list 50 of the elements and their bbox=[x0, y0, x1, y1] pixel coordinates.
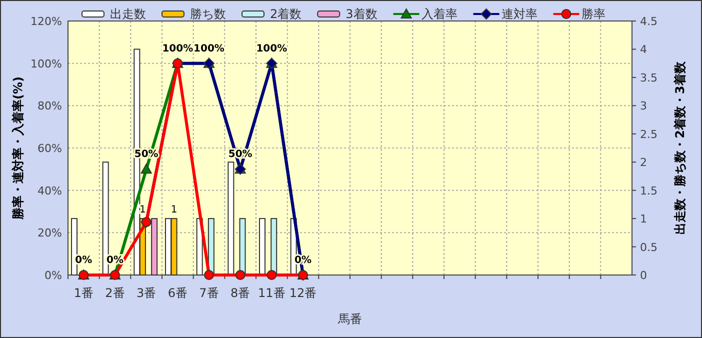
y2-tick-label: 2 bbox=[640, 156, 647, 170]
legend-label: 勝ち数 bbox=[190, 7, 226, 21]
y2-tick-label: 4 bbox=[640, 43, 647, 56]
data-label: 100% bbox=[194, 43, 224, 54]
x-tick-label: 2番 bbox=[105, 286, 125, 300]
x-tick-label: 6番 bbox=[168, 286, 188, 300]
y2-tick-label: 1.5 bbox=[640, 184, 658, 198]
point bbox=[235, 270, 246, 280]
legend-勝率: 勝率 bbox=[553, 7, 606, 21]
x-tick-label: 1番 bbox=[74, 286, 94, 300]
legend-連対率: 連対率 bbox=[473, 7, 538, 21]
legend-label: 3着数 bbox=[346, 7, 378, 21]
legend-label: 勝率 bbox=[581, 7, 606, 21]
x-tick-label: 8番 bbox=[230, 286, 250, 300]
x-tick-label: 3番 bbox=[136, 286, 156, 300]
legend-label: 連対率 bbox=[501, 7, 538, 21]
y2-tick-label: 0.5 bbox=[640, 240, 658, 254]
legend-label: 出走数 bbox=[110, 7, 146, 21]
y-tick-label: 0% bbox=[44, 269, 62, 282]
y-tick-label: 80% bbox=[38, 100, 62, 113]
y2-tick-label: 1 bbox=[640, 212, 647, 226]
point bbox=[266, 270, 277, 280]
x-tick-label: 12番 bbox=[289, 286, 317, 300]
y-tick-label: 120% bbox=[30, 15, 62, 28]
bar bbox=[165, 218, 172, 276]
point bbox=[204, 270, 214, 280]
y-tick-label: 40% bbox=[38, 184, 62, 198]
y2-axis-title: 出走数・勝ち数・2着数・3着数 bbox=[673, 60, 687, 234]
point bbox=[140, 164, 152, 174]
data-label: 100% bbox=[256, 43, 288, 54]
y2-tick-label: 3 bbox=[640, 100, 647, 113]
legend-label: 入着率 bbox=[421, 7, 458, 21]
y-axis-title: 勝率・連対率・入着率(%) bbox=[11, 76, 25, 220]
legend-入着率: 入着率 bbox=[393, 7, 458, 21]
y-tick-label: 100% bbox=[30, 57, 62, 70]
y-tick-label: 60% bbox=[38, 142, 62, 155]
data-label: 1 bbox=[170, 204, 178, 216]
legend-勝ち数: 勝ち数 bbox=[162, 7, 226, 21]
y-tick-label: 20% bbox=[38, 226, 62, 240]
y2-tick-label: 4.5 bbox=[640, 15, 658, 28]
x-tick-label: 11番 bbox=[258, 286, 286, 300]
y2-tick-label: 2.5 bbox=[640, 128, 658, 141]
x-tick-label: 7番 bbox=[199, 286, 219, 300]
legend-出走数: 出走数 bbox=[82, 7, 146, 21]
legend-label: 2着数 bbox=[270, 7, 302, 21]
x-axis-title: 馬番 bbox=[337, 312, 362, 326]
data-label: 100% bbox=[162, 43, 194, 54]
y2-tick-label: 0 bbox=[640, 269, 647, 282]
y2-tick-label: 3.5 bbox=[640, 71, 658, 84]
data-label: 1 bbox=[140, 204, 146, 216]
